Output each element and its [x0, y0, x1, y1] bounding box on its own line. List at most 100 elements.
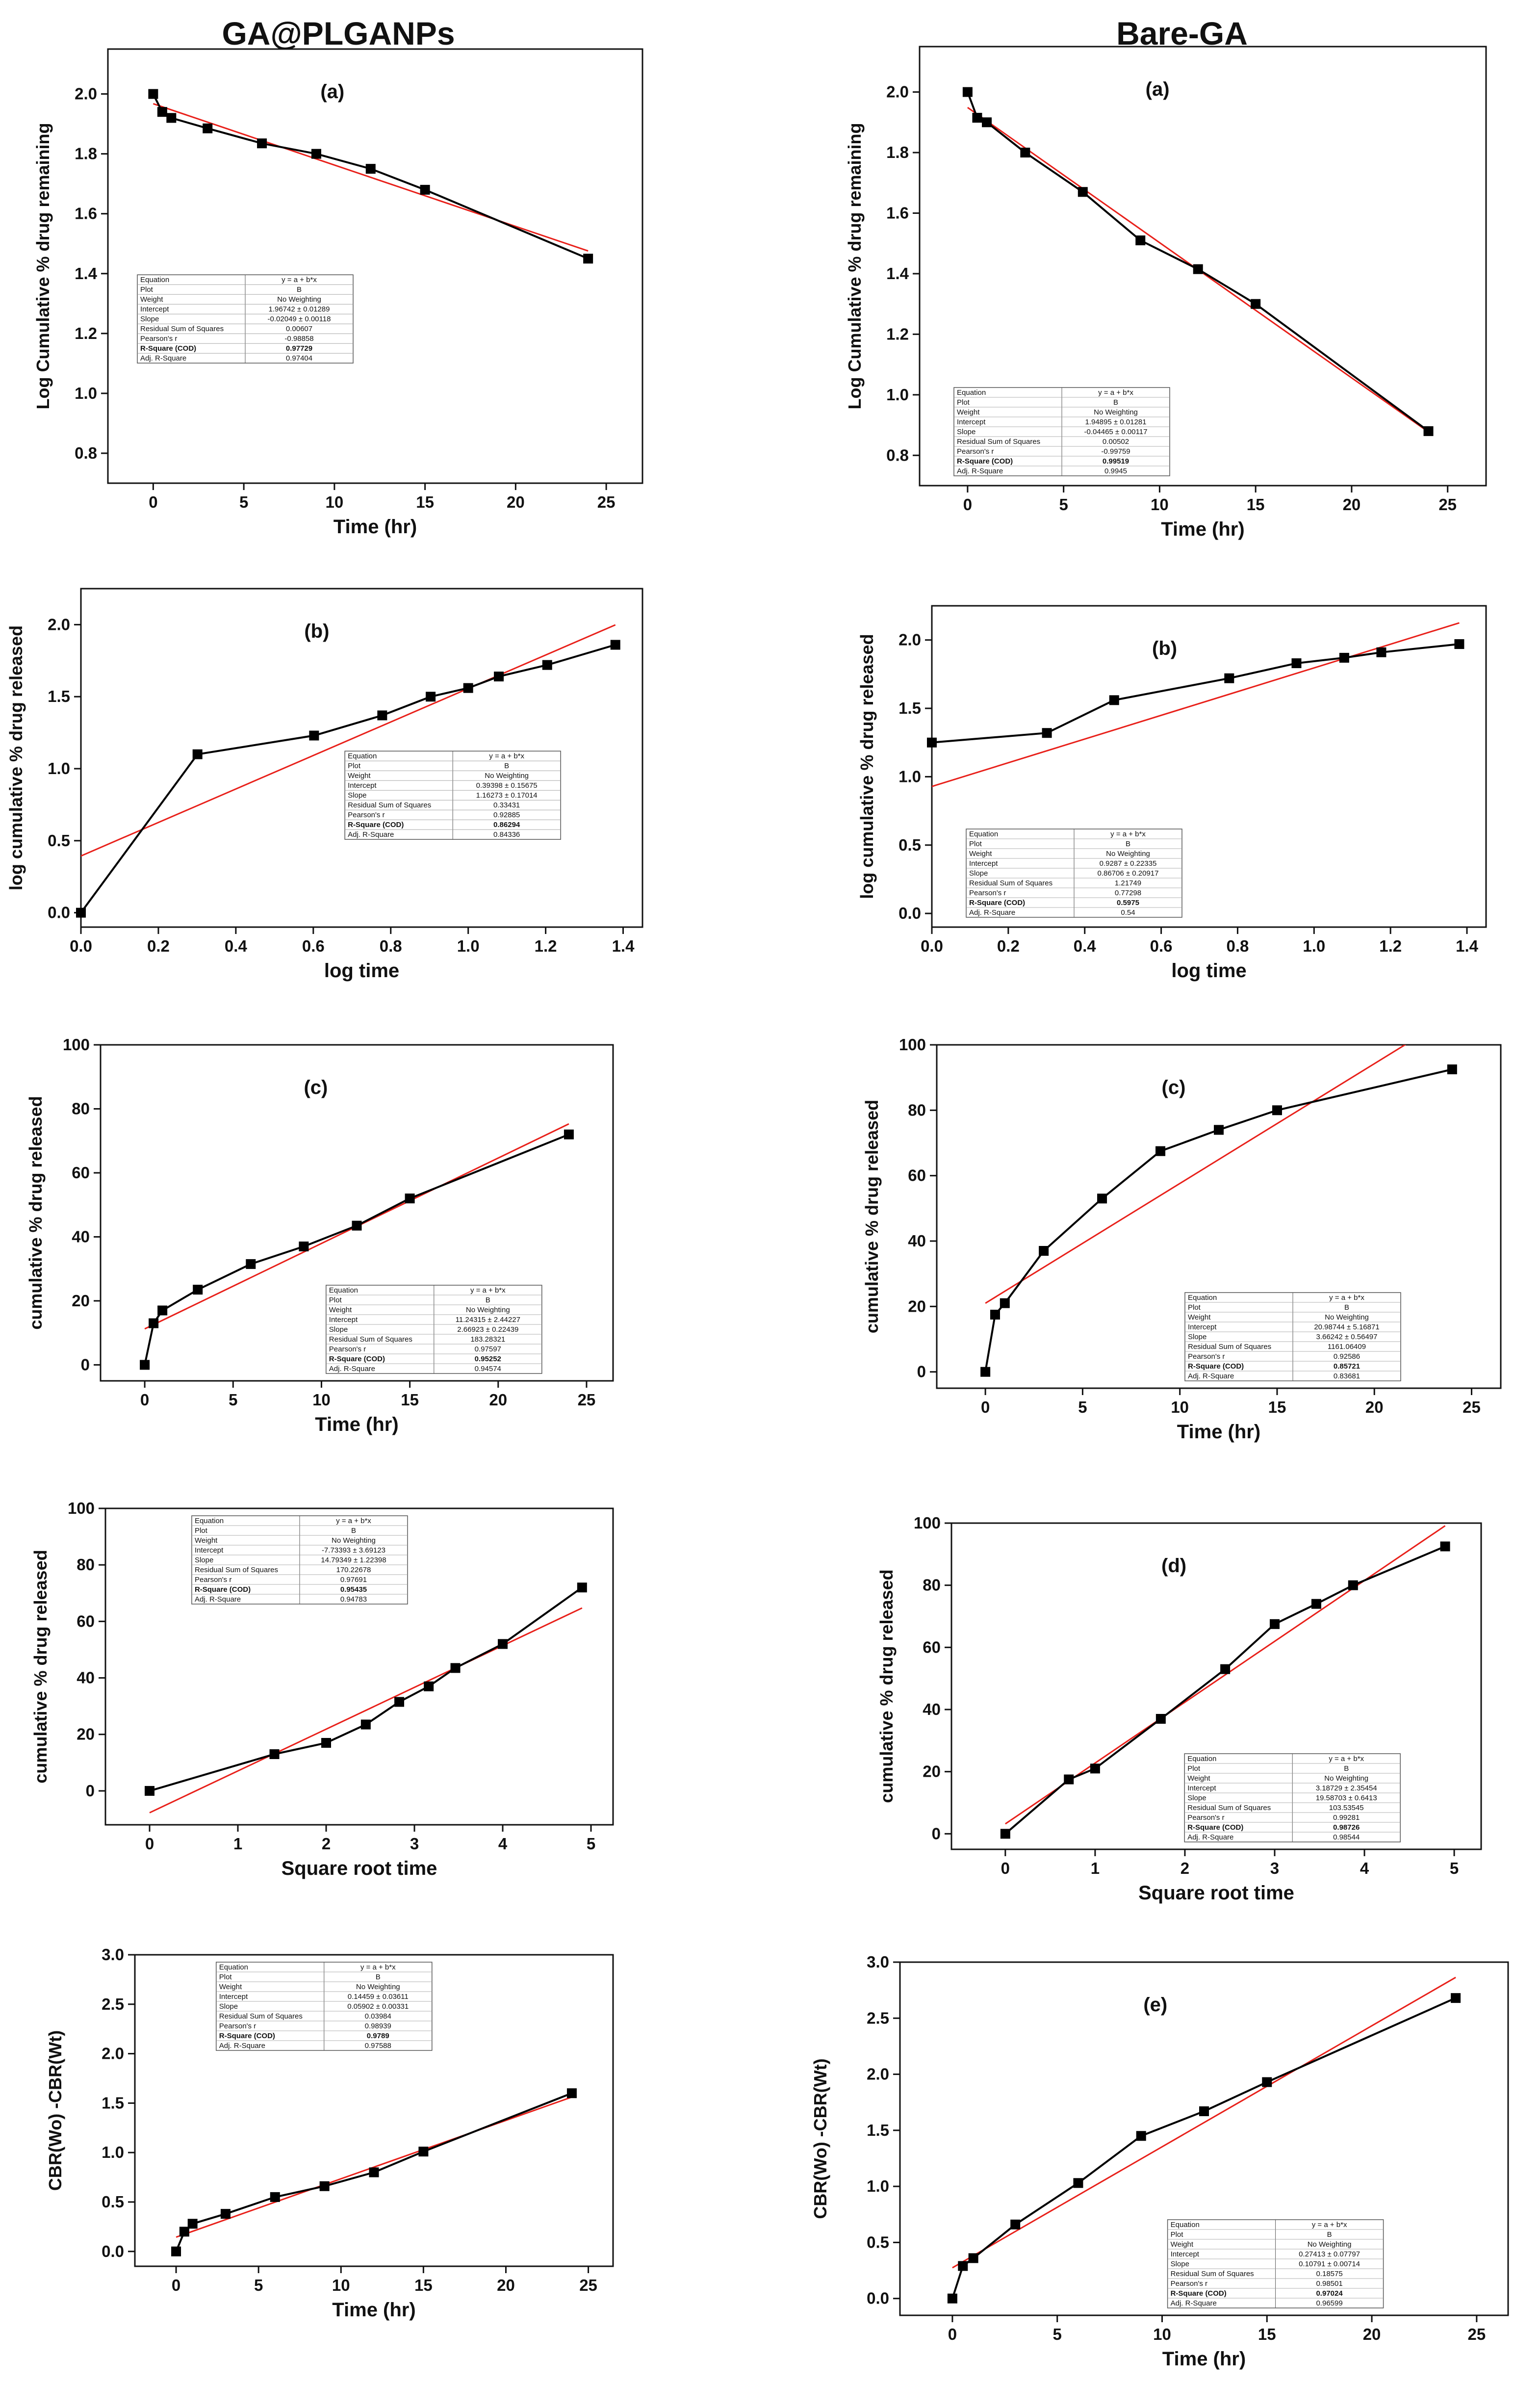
data-point — [299, 1242, 309, 1251]
table-cell-label: Plot — [219, 1973, 232, 1981]
table-cell-value: B — [1344, 1764, 1349, 1773]
table-cell-label: Weight — [219, 1983, 242, 1991]
table-cell-label: Slope — [1187, 1794, 1206, 1802]
table-cell-label: Slope — [348, 791, 366, 800]
data-point — [394, 1697, 405, 1707]
data-point — [1251, 299, 1261, 309]
y-tick-label: 2.5 — [102, 1995, 124, 2013]
y-tick-label: 2.0 — [75, 85, 97, 103]
y-tick-label: 0.0 — [867, 2289, 889, 2307]
x-tick-label: 25 — [579, 2276, 597, 2294]
table-cell-label: Intercept — [140, 305, 169, 313]
table-cell-value: 0.9287 ± 0.22335 — [1100, 859, 1157, 868]
table-cell-label: Pearson's r — [329, 1345, 366, 1353]
table-cell-label: Equation — [329, 1286, 358, 1295]
table-cell-value: y = a + b*x — [360, 1963, 396, 1971]
table-cell-value: y = a + b*x — [1110, 830, 1146, 838]
table-cell-label: Intercept — [1187, 1784, 1216, 1792]
data-point — [1214, 1125, 1224, 1135]
table-cell-label: Adj. R-Square — [329, 1365, 375, 1373]
plot-frame — [931, 605, 1487, 928]
table-cell-value: 14.79349 ± 1.22398 — [321, 1556, 386, 1564]
x-tick-label: 15 — [1258, 2325, 1276, 2343]
data-point — [309, 730, 319, 741]
data-point — [450, 1663, 461, 1673]
x-tick-label: 3 — [1270, 1859, 1279, 1877]
table-cell-label: Equation — [1188, 1294, 1217, 1302]
x-tick-label: 0 — [963, 495, 972, 514]
data-point — [968, 2253, 978, 2263]
table-cell-label: Intercept — [329, 1316, 358, 1324]
panel-title: (a) — [1146, 78, 1170, 100]
y-tick-label: 0.8 — [75, 444, 97, 462]
y-tick-label: 100 — [63, 1036, 90, 1054]
table-cell-value: 183.28321 — [470, 1335, 505, 1344]
table-cell-label: Plot — [140, 285, 154, 294]
table-cell-label: Adj. R-Square — [957, 467, 1003, 475]
table-cell-label: Pearson's r — [1187, 1814, 1224, 1822]
data-point — [980, 1367, 991, 1377]
table-cell-value: 0.86294 — [493, 821, 520, 829]
x-tick-label: 1 — [1091, 1859, 1100, 1877]
table-cell-value: 0.83681 — [1334, 1372, 1360, 1380]
panel-title: (d) — [1161, 1555, 1186, 1577]
data-point — [583, 254, 593, 264]
x-tick-label: 0 — [948, 2325, 957, 2343]
table-cell-label: R-Square (COD) — [195, 1585, 251, 1594]
x-axis-label: Time (hr) — [332, 2299, 415, 2321]
data-point — [145, 1786, 154, 1796]
data-point — [1136, 2131, 1146, 2141]
x-tick-label: 0.8 — [1227, 937, 1249, 955]
table-cell-label: Weight — [195, 1536, 218, 1545]
y-axis-label: CBR(Wo) -CBR(Wt) — [810, 2058, 830, 2219]
table-cell-label: R-Square (COD) — [348, 821, 404, 829]
table-cell-label: Pearson's r — [1188, 1352, 1225, 1361]
y-tick-label: 1.0 — [867, 2177, 889, 2195]
table-cell-value: 3.18729 ± 2.35454 — [1316, 1784, 1377, 1792]
data-point — [982, 117, 992, 128]
data-point — [257, 138, 267, 149]
data-point — [542, 660, 552, 670]
data-point — [193, 1285, 203, 1295]
x-tick-label: 10 — [1151, 495, 1169, 514]
x-tick-label: 10 — [312, 1391, 331, 1409]
x-tick-label: 5 — [587, 1835, 595, 1853]
data-point — [220, 2209, 231, 2219]
x-tick-label: 4 — [498, 1835, 508, 1853]
table-cell-label: Slope — [140, 315, 159, 323]
table-cell-label: Plot — [1187, 1764, 1201, 1773]
x-tick-label: 25 — [597, 493, 616, 511]
x-tick-label: 0.2 — [997, 937, 1020, 955]
x-tick-label: 20 — [1363, 2325, 1381, 2343]
y-tick-label: 0.8 — [886, 446, 909, 464]
table-cell-label: Weight — [329, 1306, 352, 1314]
data-point — [192, 749, 203, 759]
chart-panel-R4: 0 1 2 3 4 5 0 20 40 60 80 100 Square root time cumula… — [876, 1514, 1482, 1904]
table-cell-label: Equation — [219, 1963, 248, 1971]
fit-line — [1004, 1525, 1446, 1825]
y-tick-label: 40 — [923, 1700, 941, 1718]
table-cell-value: 0.98939 — [365, 2022, 391, 2030]
fit-statistics-table: Equation y = a + b*x Plot B Weight No Weighti… — [1167, 2219, 1384, 2308]
table-cell-value: y = a + b*x — [1329, 1755, 1364, 1763]
y-tick-label: 60 — [923, 1638, 941, 1656]
y-tick-label: 20 — [72, 1292, 90, 1310]
y-tick-label: 1.2 — [75, 324, 97, 342]
x-tick-label: 20 — [1365, 1398, 1384, 1416]
table-cell-value: 0.99519 — [1103, 457, 1129, 466]
table-cell-label: Slope — [195, 1556, 213, 1564]
y-tick-label: 0 — [932, 1824, 941, 1842]
y-tick-label: 0 — [81, 1355, 90, 1373]
data-point — [1440, 1541, 1450, 1552]
table-cell-label: Slope — [1171, 2260, 1189, 2268]
chart-panel-L4: 0 1 2 3 4 5 0 20 40 60 80 100 Square root time cumula… — [30, 1499, 614, 1879]
x-tick-label: 25 — [1468, 2325, 1486, 2343]
x-tick-label: 5 — [1053, 2325, 1062, 2343]
data-point — [947, 2293, 957, 2304]
y-tick-label: 1.0 — [898, 767, 921, 785]
chart-panel-R1: 0 5 10 15 20 25 0.8 1.0 1.2 1.4 1.6 1.8 2.0 Time (hr)… — [845, 46, 1487, 540]
table-cell-label: Pearson's r — [195, 1576, 231, 1584]
y-tick-label: 0.0 — [102, 2242, 124, 2260]
data-point — [426, 692, 436, 702]
table-cell-value: 0.9789 — [367, 2032, 389, 2040]
